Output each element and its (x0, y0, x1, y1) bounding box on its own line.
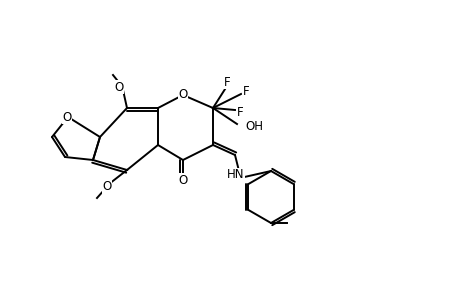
Text: O: O (178, 88, 187, 100)
Text: F: F (236, 106, 243, 118)
Text: HN: HN (227, 169, 244, 182)
Text: O: O (178, 173, 187, 187)
Text: F: F (242, 85, 249, 98)
Text: O: O (62, 110, 72, 124)
Text: OH: OH (245, 119, 263, 133)
Text: O: O (102, 181, 112, 194)
Text: F: F (223, 76, 230, 88)
Text: O: O (114, 80, 123, 94)
